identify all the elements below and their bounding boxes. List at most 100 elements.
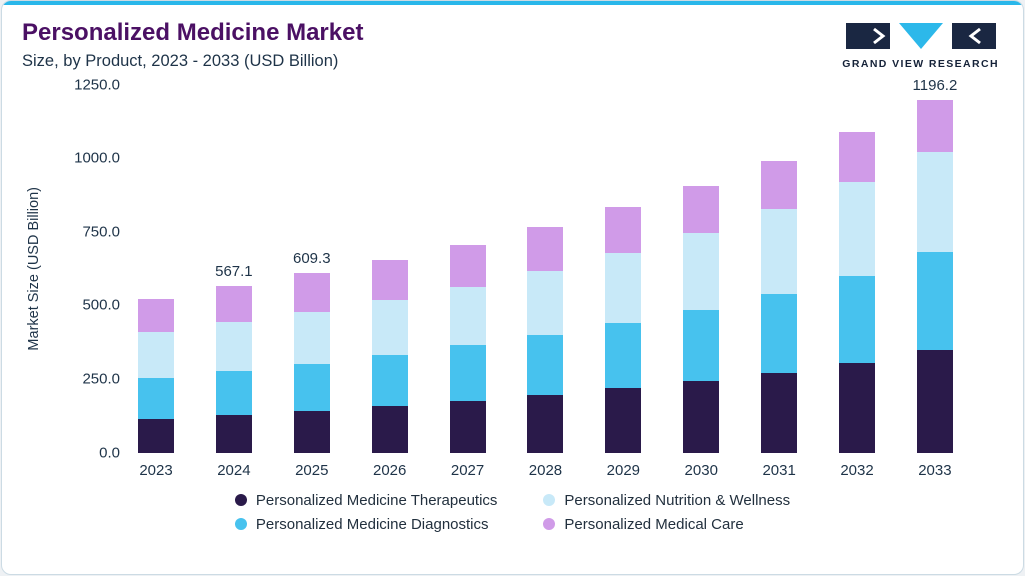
brand-logo: GRAND VIEW RESEARCH (842, 19, 999, 70)
bar-segment-medical-care (761, 160, 798, 210)
bar-segment-medical-care (683, 185, 720, 233)
bar-segment-therapeutics (683, 381, 720, 453)
x-axis-label: 2023 (139, 461, 173, 479)
bar-stack: 609.3 (290, 85, 334, 453)
bar-stack (134, 85, 178, 453)
x-axis-label: 2031 (762, 461, 796, 479)
bar-segment-therapeutics (605, 388, 642, 453)
bar-total-label: 609.3 (293, 250, 331, 268)
y-tick-label: 250.0 (82, 370, 120, 388)
legend-item-diagnostics: Personalized Medicine Diagnostics (234, 516, 498, 533)
legend-item-therapeutics: Personalized Medicine Therapeutics (234, 491, 498, 509)
y-axis-ticks: 0.0 250.0 500.0 750.0 1000.0 1250.0 (48, 76, 134, 461)
x-axis-label: 2025 (295, 461, 329, 479)
bar-segment-therapeutics (138, 418, 174, 453)
bar-segment-nutrition-wellness (839, 182, 876, 276)
bar-total-label: 567.1 (215, 262, 253, 280)
bar-column: 2023 (134, 85, 178, 479)
y-axis-title: Market Size (USD Billion) (26, 186, 42, 351)
bar-stack (446, 85, 490, 453)
bar-column: 2031 (757, 85, 801, 479)
bar-stack (679, 85, 723, 453)
bar-segment-therapeutics (371, 406, 408, 453)
x-axis-label: 2028 (528, 461, 563, 479)
bar-segment-nutrition-wellness (449, 287, 486, 346)
bar-segment-therapeutics (761, 373, 798, 453)
bar-stack (757, 85, 801, 453)
bar-segment-diagnostics (916, 252, 953, 350)
bar-segment-nutrition-wellness (371, 300, 408, 356)
bar-segment-diagnostics (449, 345, 486, 401)
bar-segment-nutrition-wellness (683, 232, 720, 310)
bar-segment-medical-care (527, 227, 564, 272)
y-tick-label: 1000.0 (74, 149, 120, 167)
legend-label: Personalized Nutrition & Wellness (564, 491, 791, 509)
bar-segment-medical-care (215, 285, 252, 322)
legend-dot-diagnostics (234, 518, 247, 531)
bar-segment-nutrition-wellness (916, 152, 953, 253)
bar-segment-nutrition-wellness (605, 253, 642, 324)
plot-columns: 2023 567.1 2024 609.3 2025 2026 2027 2028 2029 20… (134, 77, 958, 479)
bar-column: 1196.2 2033 (913, 77, 958, 479)
bar-segment-therapeutics (527, 394, 564, 453)
x-axis-label: 2032 (840, 461, 874, 479)
legend-item-medical-care: Personalized Medical Care (543, 516, 790, 533)
bar-segment-therapeutics (449, 400, 486, 453)
grand-view-research-logo-icon (845, 23, 996, 53)
bar-column: 2028 (523, 85, 567, 479)
y-tick-label: 0.0 (99, 444, 120, 462)
bar-segment-nutrition-wellness (293, 311, 330, 365)
legend-label: Personalized Medical Care (564, 515, 744, 533)
bar-column: 609.3 2025 (290, 85, 334, 479)
x-axis-label: 2024 (217, 461, 251, 479)
bar-segment-diagnostics (138, 378, 174, 419)
top-accent (2, 1, 1023, 5)
bar-segment-diagnostics (527, 334, 564, 395)
bar-segment-nutrition-wellness (527, 271, 564, 335)
bar-segment-diagnostics (605, 323, 642, 389)
bar-segment-diagnostics (215, 371, 252, 415)
bar-column: 567.1 2024 (212, 85, 256, 479)
y-axis-title-box: Market Size (USD Billion) (26, 85, 48, 453)
bar-segment-diagnostics (761, 294, 798, 374)
bar-stack (523, 85, 567, 453)
bar-segment-therapeutics (916, 349, 953, 453)
y-tick-label: 1250.0 (74, 76, 120, 94)
bar-segment-nutrition-wellness (761, 209, 798, 295)
bar-segment-diagnostics (371, 355, 408, 407)
title-block: Personalized Medicine Market Size, by Pr… (22, 19, 363, 71)
bar-segment-medical-care (839, 132, 876, 183)
bar-segment-nutrition-wellness (215, 321, 252, 372)
legend-dot-therapeutics (234, 494, 247, 507)
bar-column: 2030 (679, 85, 723, 479)
bar-column: 2027 (446, 85, 490, 479)
y-tick-label: 500.0 (82, 296, 120, 314)
x-axis-label: 2029 (606, 461, 641, 479)
bar-segment-therapeutics (215, 414, 252, 453)
page-subtitle: Size, by Product, 2023 - 2033 (USD Billi… (22, 51, 339, 70)
legend-dot-medical-care (543, 518, 556, 531)
bar-stack: 567.1 (212, 85, 256, 453)
bar-stack (601, 85, 645, 453)
bar-column: 2032 (835, 85, 879, 479)
legend-label: Personalized Medicine Therapeutics (255, 491, 498, 509)
x-axis-label: 2027 (450, 461, 485, 479)
bar-segment-diagnostics (683, 309, 720, 382)
bar-segment-therapeutics (293, 410, 330, 453)
legend-dot-nutrition-wellness (543, 494, 556, 507)
y-tick-label: 750.0 (82, 223, 120, 241)
bar-column: 2029 (601, 85, 645, 479)
brand-logo-text: GRAND VIEW RESEARCH (842, 58, 999, 70)
x-axis-label: 2030 (684, 461, 718, 479)
bar-segment-medical-care (138, 298, 174, 332)
bar-segment-diagnostics (839, 275, 876, 363)
legend: Personalized Medicine Therapeutics Person… (2, 492, 1023, 533)
x-axis-label: 2033 (918, 461, 952, 479)
x-axis-label: 2026 (372, 461, 407, 479)
page-title: Personalized Medicine Market (22, 19, 364, 46)
bar-segment-therapeutics (839, 362, 876, 453)
stacked-bar-chart: Market Size (USD Billion) 0.0 250.0 500.0 7… (2, 71, 1023, 479)
bar-segment-medical-care (605, 207, 642, 254)
bar-segment-diagnostics (293, 364, 330, 411)
